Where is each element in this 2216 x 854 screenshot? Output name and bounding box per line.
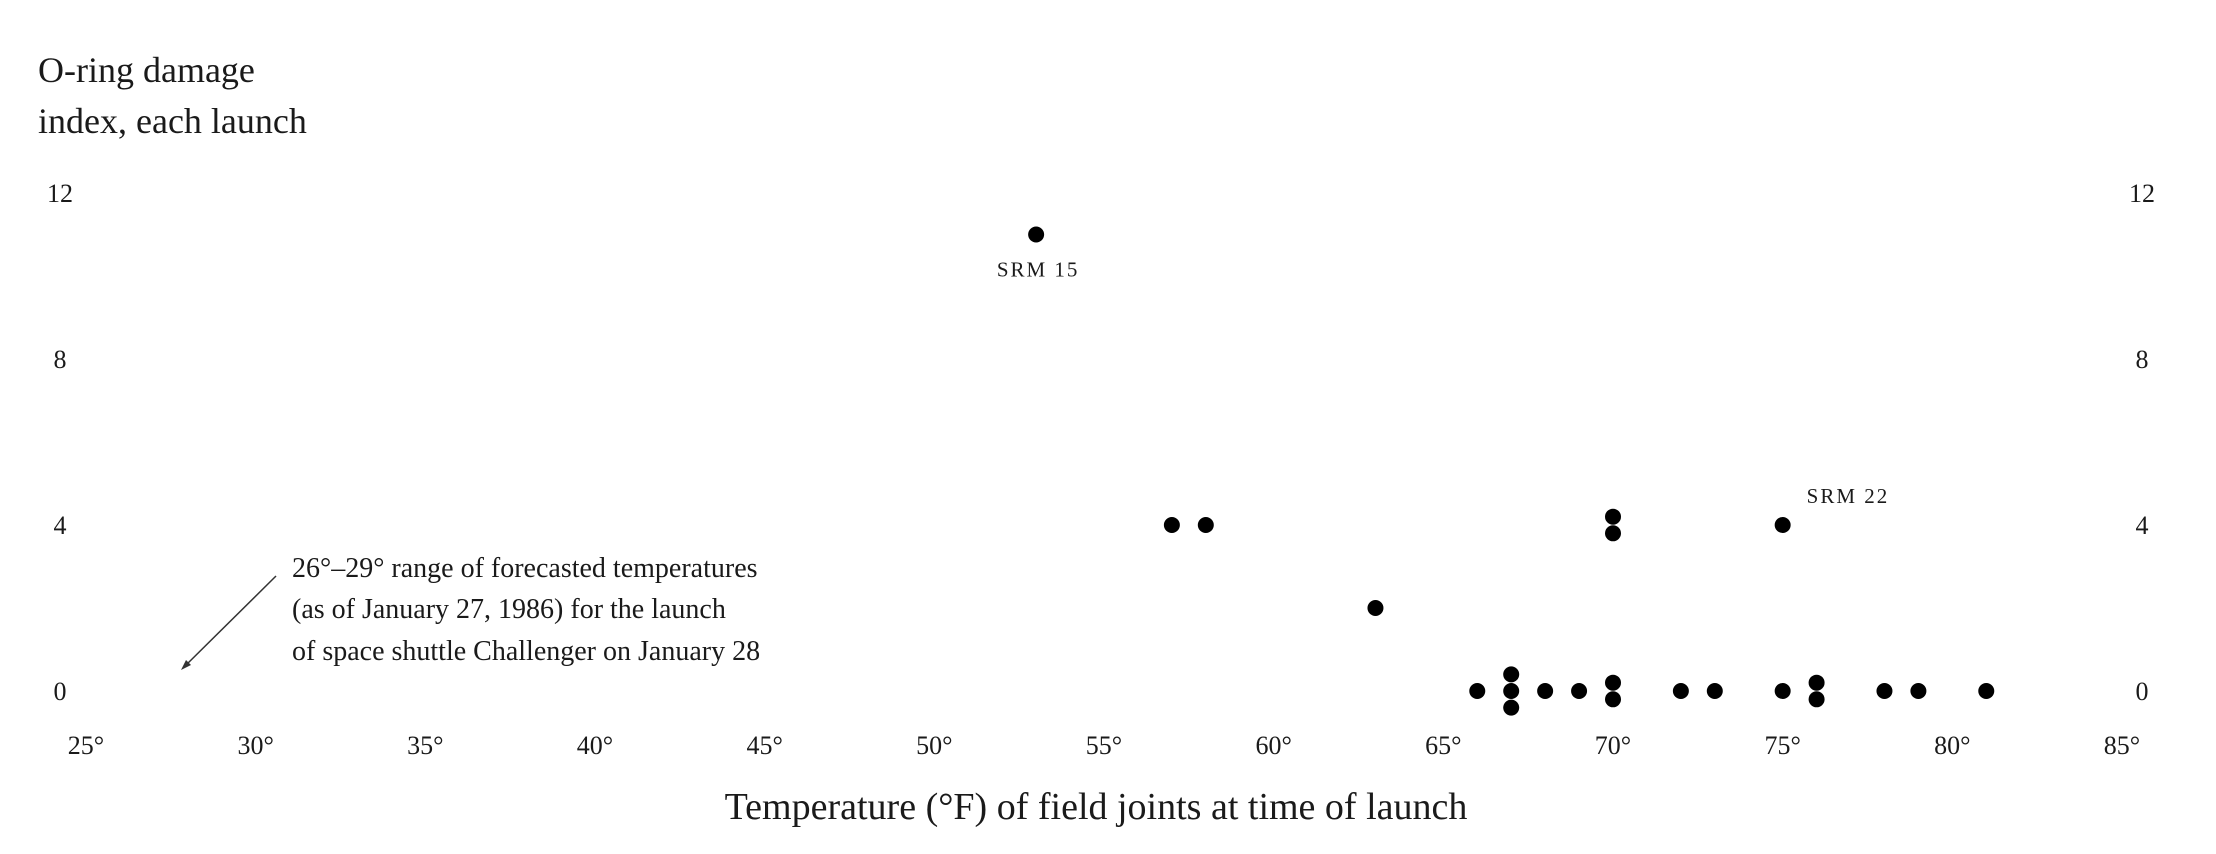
x-tick-label-75: 75° — [1764, 731, 1800, 760]
x-tick-label-85: 85° — [2104, 731, 2140, 760]
x-tick-label-70: 70° — [1595, 731, 1631, 760]
y-tick-label-right-4: 4 — [2136, 511, 2149, 540]
data-point-10 — [1571, 683, 1588, 699]
data-point-15 — [1672, 683, 1689, 699]
x-tick-label-60: 60° — [1255, 731, 1291, 760]
data-point-20 — [1808, 691, 1825, 708]
data-point-12 — [1605, 525, 1621, 542]
y-axis-left: 0 4 8 12 — [47, 179, 73, 706]
data-point-6 — [1503, 666, 1520, 683]
x-tick-label-80: 80° — [1934, 731, 1970, 760]
y-axis-right: 0 4 8 12 — [2129, 179, 2155, 706]
y-tick-label-left-4: 4 — [54, 511, 67, 540]
x-tick-label-30: 30° — [237, 731, 273, 760]
data-points — [1028, 226, 1995, 716]
y-tick-label-right-8: 8 — [2136, 345, 2149, 374]
y-tick-label-right-12: 12 — [2129, 179, 2155, 208]
point-labels: SRM 15 SRM 22 — [997, 258, 1890, 509]
forecast-annotation-line-3: of space shuttle Challenger on January 2… — [292, 636, 760, 667]
data-point-1 — [1028, 226, 1045, 243]
data-point-22 — [1910, 683, 1927, 699]
x-tick-label-50: 50° — [916, 731, 952, 760]
chart-title-line-2: index, each launch — [38, 101, 307, 141]
data-point-14 — [1605, 691, 1621, 708]
chart-title: O-ring damage index, each launch — [38, 50, 307, 141]
data-point-9 — [1537, 683, 1554, 699]
forecast-arrowhead — [181, 660, 191, 670]
data-point-18 — [1774, 683, 1791, 699]
data-point-16 — [1706, 683, 1723, 699]
x-tick-label-65: 65° — [1425, 731, 1461, 760]
chart-title-line-1: O-ring damage — [38, 50, 255, 90]
x-tick-label-45: 45° — [746, 731, 782, 760]
data-point-13 — [1605, 674, 1621, 691]
x-tick-label-35: 35° — [407, 731, 443, 760]
forecast-arrow-line — [182, 575, 277, 669]
data-point-7 — [1503, 683, 1520, 699]
data-point-3 — [1197, 517, 1214, 533]
data-point-17 — [1774, 517, 1791, 533]
y-tick-label-left-8: 8 — [54, 345, 67, 374]
data-point-21 — [1876, 683, 1893, 699]
data-point-2 — [1163, 517, 1180, 533]
forecast-annotation-line-1: 26°–29° range of forecasted temperatures — [292, 553, 758, 584]
y-tick-label-left-0: 0 — [54, 677, 67, 706]
data-point-4 — [1367, 600, 1384, 616]
x-tick-label-40: 40° — [577, 731, 613, 760]
y-tick-label-right-0: 0 — [2136, 677, 2149, 706]
forecast-annotation-line-2: (as of January 27, 1986) for the launch — [292, 594, 726, 625]
point-label-srm-15: SRM 15 — [997, 258, 1080, 282]
x-tick-label-55: 55° — [1086, 731, 1122, 760]
data-point-8 — [1503, 699, 1520, 716]
forecast-annotation: 26°–29° range of forecasted temperatures… — [181, 553, 760, 670]
data-point-5 — [1469, 683, 1486, 699]
point-label-srm-22: SRM 22 — [1807, 484, 1890, 508]
y-tick-label-left-12: 12 — [47, 179, 73, 208]
x-tick-label-25: 25° — [68, 731, 104, 760]
data-point-19 — [1808, 674, 1825, 691]
x-axis-label: Temperature (°F) of field joints at time… — [725, 786, 1468, 828]
data-point-11 — [1605, 508, 1621, 525]
data-point-23 — [1978, 683, 1995, 699]
x-axis: 25° 30° 35° 40° 45° 50° 55° 60° 65° 70° 75° 80° 85° — [68, 731, 2140, 760]
